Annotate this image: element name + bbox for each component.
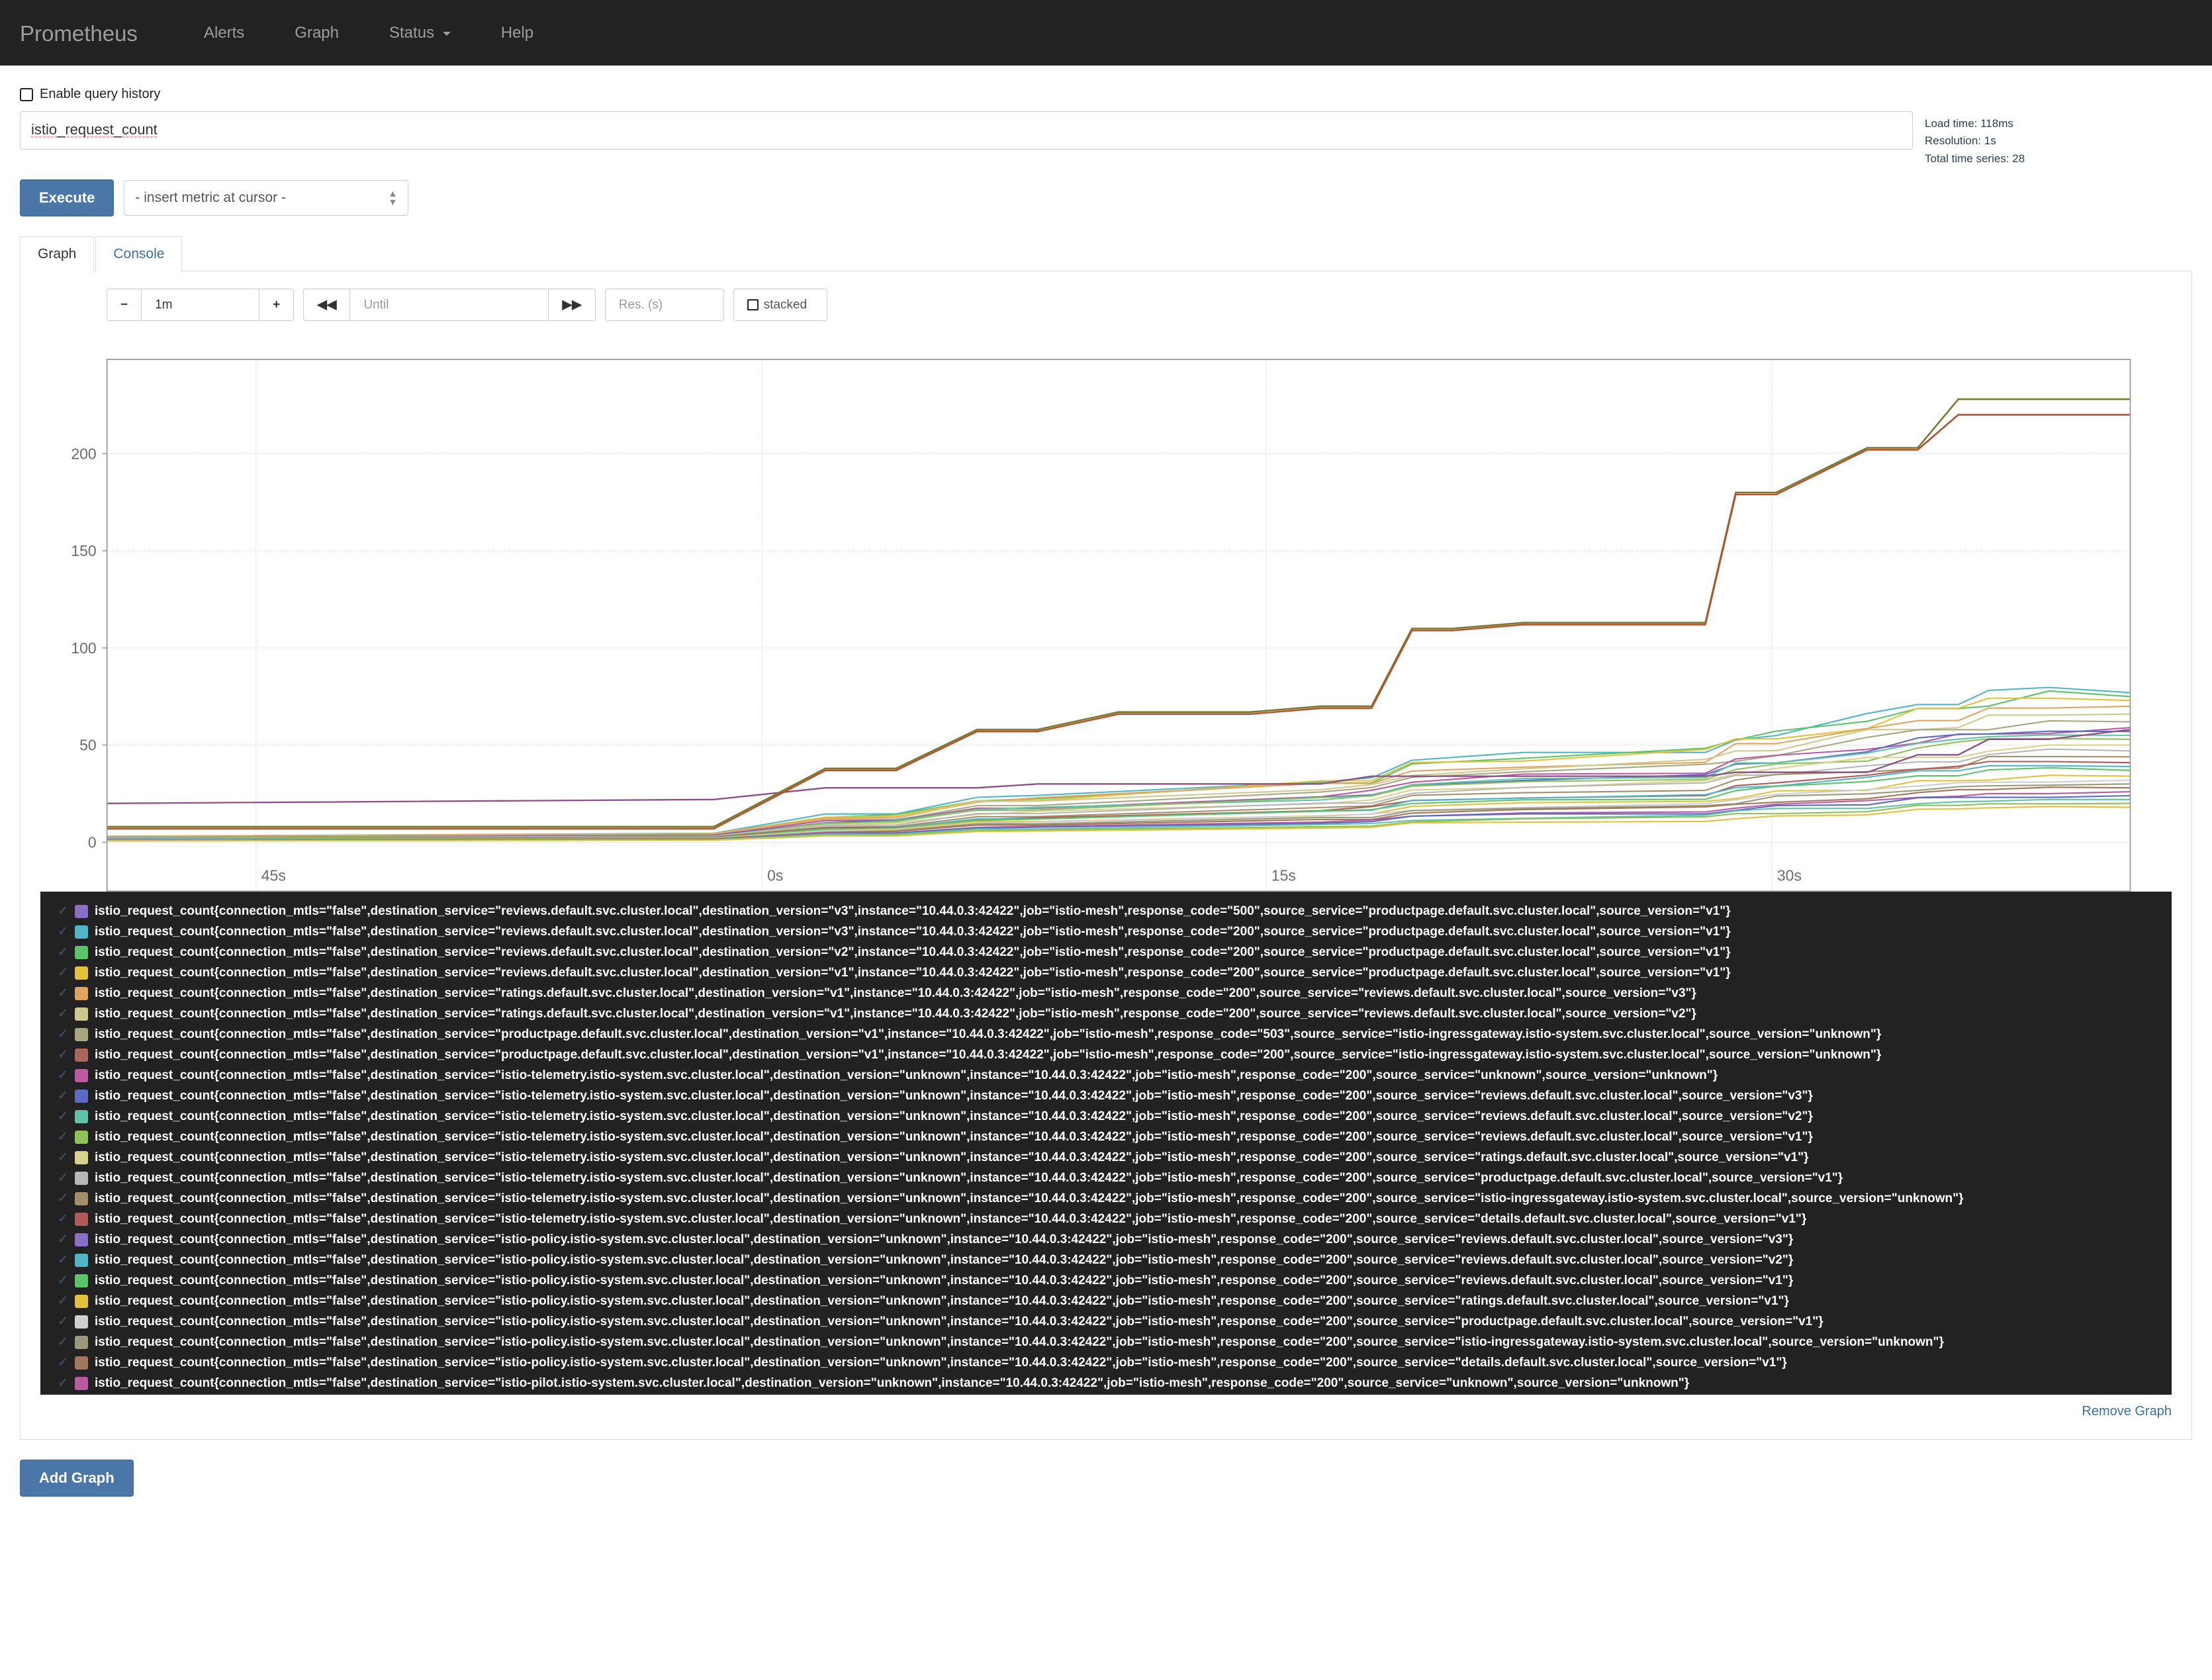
svg-text:30s: 30s <box>1777 866 1802 884</box>
svg-text:45s: 45s <box>261 866 286 884</box>
svg-text:0: 0 <box>88 833 97 851</box>
svg-text:200: 200 <box>71 445 96 462</box>
svg-text:50: 50 <box>79 737 97 754</box>
svg-text:150: 150 <box>71 542 96 559</box>
svg-text:15s: 15s <box>1271 866 1296 884</box>
svg-text:100: 100 <box>71 639 96 657</box>
svg-text:0s: 0s <box>767 866 783 884</box>
